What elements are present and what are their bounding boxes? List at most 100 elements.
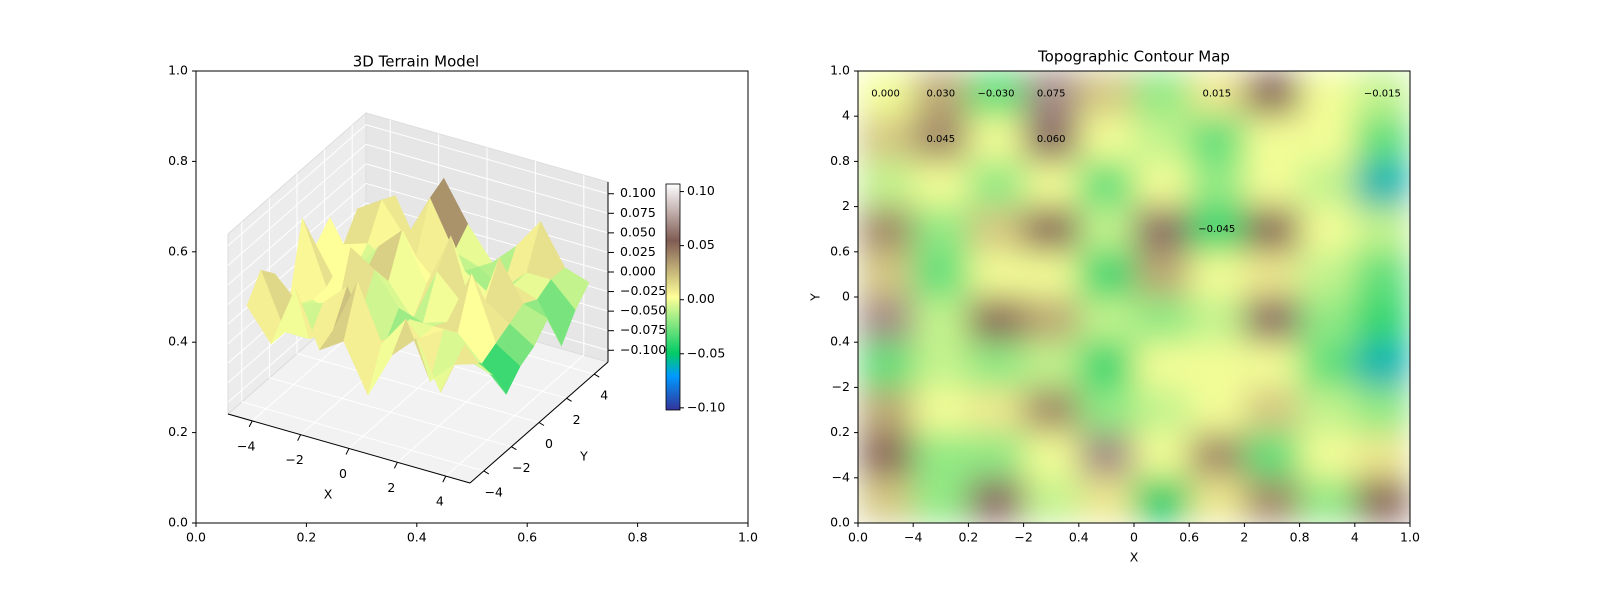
x-tick-label: 0.8	[628, 530, 648, 545]
contour-cell	[968, 477, 1025, 523]
contour-cell	[913, 387, 969, 434]
contour-cell	[1354, 116, 1410, 162]
contour-cell	[1078, 71, 1135, 117]
y-tick-label: 0	[842, 289, 850, 304]
contour-cell	[1299, 387, 1356, 434]
contour-cell	[1134, 387, 1190, 434]
x-tick-label: 0.2	[296, 530, 316, 545]
contour-cell	[1023, 477, 1080, 523]
x-axis-label: X	[1130, 550, 1139, 565]
contour-cell	[1354, 71, 1410, 117]
contour-cell	[1354, 477, 1410, 523]
axes-frame	[195, 70, 749, 524]
contour-cell	[1078, 161, 1135, 208]
contour-cell	[968, 116, 1025, 162]
y-tick-label: 0.6	[830, 243, 850, 258]
contour-cell	[1354, 297, 1410, 343]
contour-cell	[1299, 161, 1356, 208]
contour-cell	[1078, 116, 1135, 162]
contour-cell	[1134, 297, 1190, 343]
y-tick-label: 2	[573, 412, 581, 427]
y-tick	[511, 446, 517, 451]
y-tick-label: 0.8	[168, 153, 188, 168]
contour-cell	[1244, 477, 1301, 523]
contour-cell	[1189, 161, 1245, 208]
contour-cell	[968, 297, 1025, 343]
contour-cell	[1354, 251, 1410, 298]
contour-cell	[1134, 477, 1190, 523]
contour-cell	[913, 206, 969, 253]
grid-line	[269, 377, 512, 448]
contour-cell	[1299, 342, 1356, 388]
contour-label: 0.045	[926, 134, 955, 145]
z-tick-label: 0.075	[620, 205, 656, 220]
contour-cell	[1134, 161, 1190, 208]
contour-cell	[858, 432, 914, 479]
y-tick-label: −2	[512, 460, 530, 475]
grid-line	[365, 202, 609, 273]
contour-cell	[1299, 297, 1356, 343]
y-tick-label: −4	[485, 484, 503, 499]
colorbar	[665, 183, 681, 411]
contour-cell	[1023, 297, 1080, 343]
contour-cell	[1023, 432, 1080, 479]
z-tick-label: 0.050	[620, 224, 656, 239]
y-tick-label: 0.2	[830, 424, 850, 439]
x-tick-label: 0.4	[407, 530, 427, 545]
contour-label: 0.060	[1037, 134, 1066, 145]
x-tick-label: −2	[285, 452, 303, 467]
contour-cell	[858, 297, 914, 343]
contour-cell	[913, 297, 969, 343]
contour-cell	[913, 251, 969, 298]
contour-cell	[1244, 387, 1301, 434]
contour-cell	[913, 116, 969, 162]
x-axis	[227, 413, 471, 484]
y-tick	[566, 397, 572, 402]
contour-cell	[858, 206, 914, 253]
contour-cell	[913, 342, 969, 388]
contour-cell	[858, 387, 914, 434]
contour-cell	[1299, 477, 1356, 523]
contour-cell	[1078, 206, 1135, 253]
contour-label: 0.015	[1202, 89, 1231, 100]
x-tick-label: 4	[436, 494, 444, 509]
contour-cell	[1244, 206, 1301, 253]
x-tick	[297, 434, 302, 441]
contour-cell	[1078, 342, 1135, 388]
colorbar-tick-label: −0.10	[687, 399, 725, 414]
x-tick-label: 0.0	[848, 530, 868, 545]
contour-cell	[1078, 297, 1135, 343]
contour-cell	[1244, 116, 1301, 162]
x-tick-label: 0.4	[1069, 530, 1089, 545]
contour-cell	[1189, 477, 1245, 523]
y-axis-label: Y	[579, 449, 588, 464]
chart-title: Topographic Contour Map	[1037, 48, 1230, 66]
x-tick-label: 0	[1130, 530, 1138, 545]
contour-cell	[1244, 432, 1301, 479]
z-tick-label: −0.025	[620, 283, 666, 298]
contour-cell	[1023, 116, 1080, 162]
z-tick-label: 0.000	[620, 264, 656, 279]
contour-cell	[1354, 387, 1410, 434]
y-tick-label: 0.4	[830, 334, 850, 349]
contour-cell	[968, 387, 1025, 434]
contour-cell	[1189, 297, 1245, 343]
grid-line	[241, 401, 484, 472]
contour-cell	[1134, 71, 1190, 117]
contour-label: 0.075	[1037, 89, 1066, 100]
contour-cell	[1299, 251, 1356, 298]
contour-cell	[1134, 251, 1190, 298]
contour-label: −0.045	[1198, 224, 1235, 235]
grid-line	[365, 182, 609, 253]
contour-cell	[1244, 71, 1301, 117]
contour-area	[858, 71, 1410, 523]
contour-cell	[1299, 206, 1356, 253]
y-axis	[469, 361, 609, 484]
y-tick	[538, 422, 545, 426]
grid-line	[296, 353, 540, 423]
y-tick	[593, 373, 600, 378]
contour-cell	[968, 161, 1025, 208]
contour-cell	[1354, 206, 1410, 253]
x-tick-label: 1.0	[1400, 530, 1420, 545]
